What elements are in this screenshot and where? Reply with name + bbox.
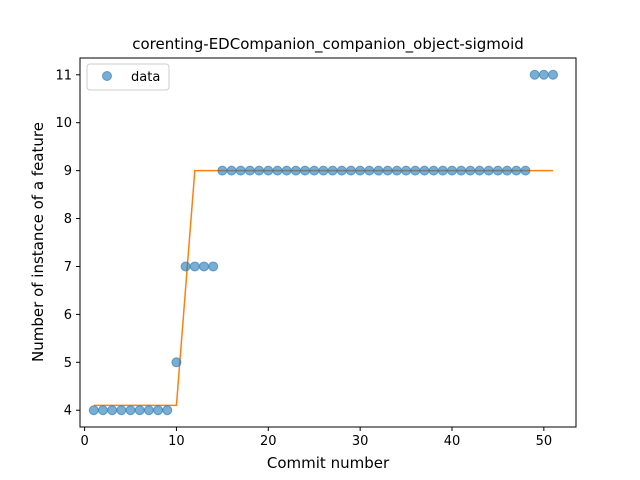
data-point bbox=[318, 165, 329, 176]
data-point bbox=[134, 405, 145, 416]
data-point bbox=[226, 165, 237, 176]
x-tick-label: 0 bbox=[80, 434, 88, 449]
data-point bbox=[309, 165, 320, 176]
x-tick-label: 40 bbox=[444, 434, 461, 449]
legend: data bbox=[86, 63, 170, 91]
data-point bbox=[300, 165, 311, 176]
data-point bbox=[391, 165, 402, 176]
data-point bbox=[410, 165, 421, 176]
data-point bbox=[88, 405, 99, 416]
data-point bbox=[483, 165, 494, 176]
x-tick-label: 50 bbox=[536, 434, 553, 449]
y-tick-label: 10 bbox=[55, 116, 72, 131]
x-tick-label: 10 bbox=[168, 434, 185, 449]
data-point bbox=[447, 165, 457, 176]
data-point bbox=[290, 165, 301, 176]
y-axis-ticks: 4 5 6 7 8 9 10 11 bbox=[55, 68, 80, 419]
y-tick-label: 6 bbox=[64, 308, 72, 323]
legend-label: data bbox=[131, 70, 160, 85]
data-point bbox=[97, 405, 108, 416]
data-point bbox=[143, 405, 154, 416]
data-point bbox=[336, 165, 347, 176]
data-point bbox=[456, 165, 467, 176]
y-tick-label: 4 bbox=[64, 404, 72, 419]
data-point bbox=[511, 165, 522, 176]
data-point bbox=[492, 165, 503, 176]
data-point bbox=[272, 165, 283, 176]
data-point bbox=[235, 165, 246, 176]
data-point bbox=[217, 165, 228, 176]
data-point bbox=[520, 165, 531, 176]
data-point bbox=[254, 165, 265, 176]
data-point bbox=[355, 165, 366, 176]
y-tick-label: 5 bbox=[64, 356, 72, 371]
data-point bbox=[180, 261, 191, 272]
data-point bbox=[107, 405, 118, 416]
data-point bbox=[382, 165, 393, 176]
data-point bbox=[345, 165, 356, 176]
data-point bbox=[263, 165, 274, 176]
y-tick-label: 11 bbox=[55, 68, 72, 83]
y-tick-label: 8 bbox=[64, 212, 72, 227]
data-point bbox=[281, 165, 292, 176]
data-point bbox=[208, 261, 219, 272]
data-point bbox=[327, 165, 338, 176]
data-point bbox=[171, 357, 182, 368]
data-point bbox=[189, 261, 200, 272]
data-point bbox=[529, 69, 540, 80]
data-point bbox=[199, 261, 209, 272]
x-axis-ticks: 0 10 20 30 40 50 bbox=[80, 427, 552, 449]
data-point bbox=[401, 165, 412, 176]
y-tick-label: 9 bbox=[64, 164, 72, 179]
legend-marker bbox=[102, 71, 112, 81]
data-point bbox=[465, 165, 476, 176]
data-point bbox=[373, 165, 384, 176]
y-axis-label: Number of instance of a feature bbox=[29, 122, 47, 362]
data-point bbox=[162, 405, 173, 416]
data-point bbox=[428, 165, 439, 176]
data-point bbox=[548, 69, 559, 80]
data-point bbox=[153, 405, 164, 416]
x-tick-label: 30 bbox=[352, 434, 369, 449]
data-point bbox=[437, 165, 448, 176]
axes-frame bbox=[79, 57, 577, 428]
chart-title: corenting-EDCompanion_companion_object-s… bbox=[132, 35, 524, 54]
data-point bbox=[125, 405, 136, 416]
data-point bbox=[474, 165, 485, 176]
plot-area bbox=[88, 69, 559, 416]
data-point bbox=[364, 165, 375, 176]
data-point bbox=[244, 165, 255, 176]
y-tick-label: 7 bbox=[64, 260, 72, 275]
x-tick-label: 20 bbox=[260, 434, 277, 449]
data-point bbox=[419, 165, 430, 176]
data-point bbox=[502, 165, 513, 176]
data-point bbox=[116, 405, 127, 416]
legend-box bbox=[86, 63, 170, 91]
data-point bbox=[538, 69, 549, 80]
x-axis-label: Commit number bbox=[267, 454, 390, 472]
